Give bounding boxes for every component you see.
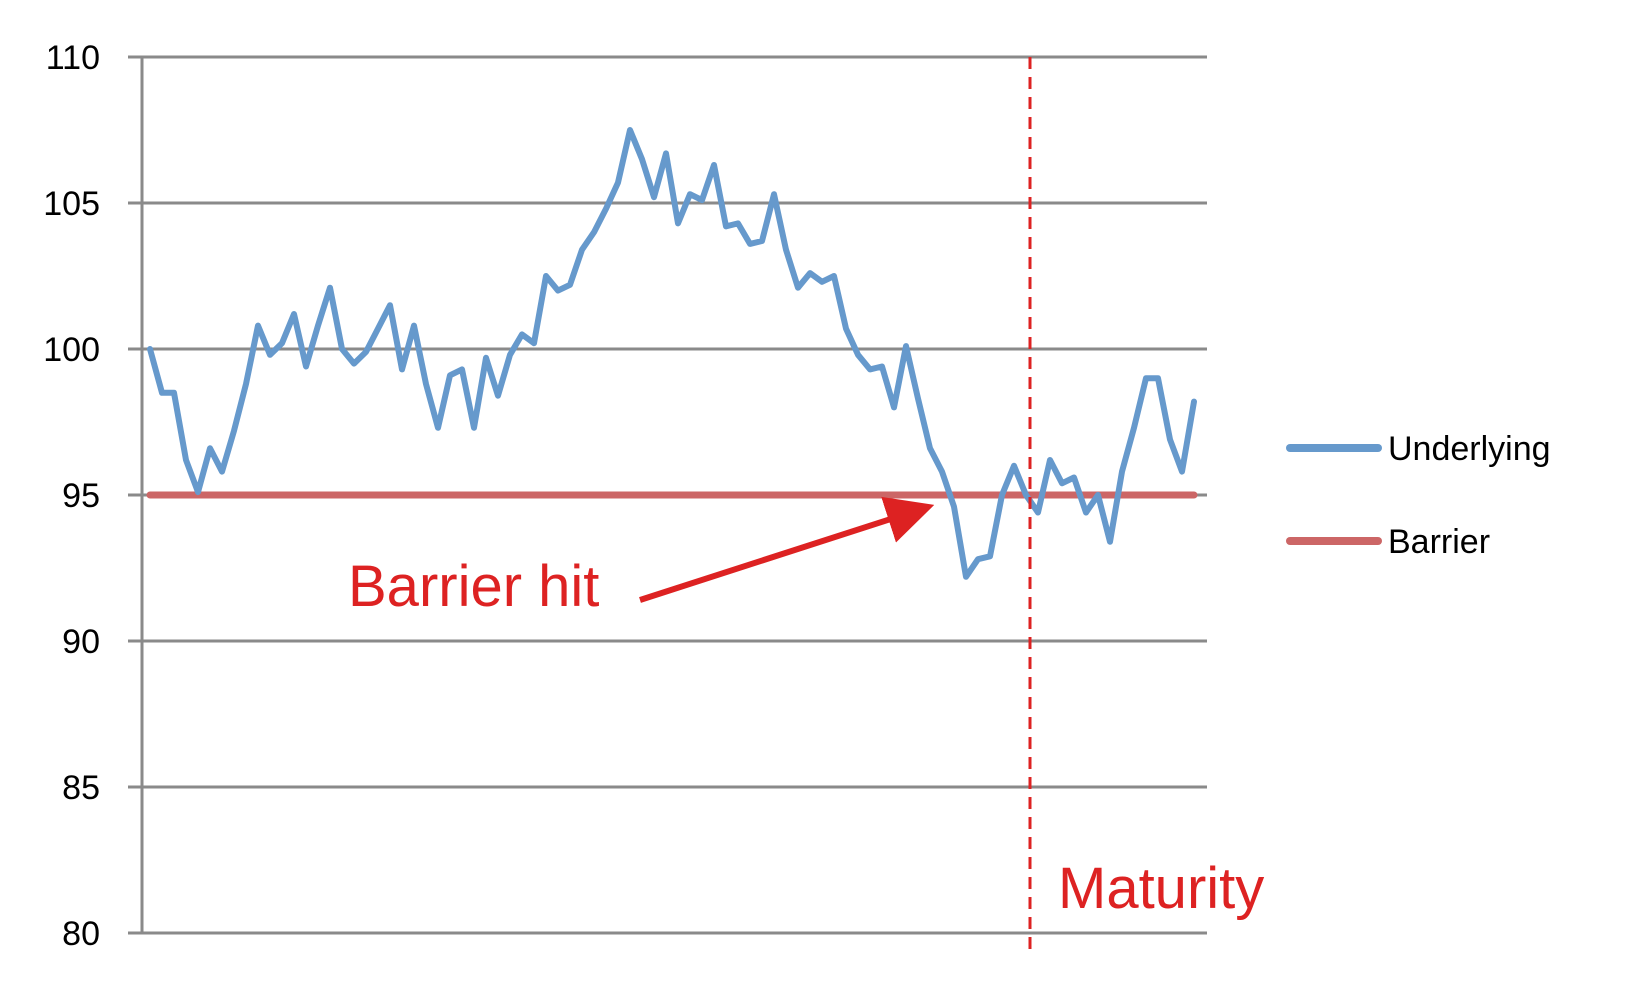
- y-tick-label: 105: [43, 185, 100, 223]
- y-axis-tick-labels: 80 85 90 95 100 105 110: [43, 39, 100, 953]
- maturity-label: Maturity: [1058, 856, 1264, 921]
- barrier-hit-label: Barrier hit: [348, 554, 599, 619]
- y-tick-label: 110: [46, 39, 100, 77]
- y-tick-label: 85: [62, 769, 100, 807]
- barrier-hit-arrow: [639, 496, 935, 603]
- y-tick-label: 95: [62, 477, 100, 515]
- y-tick-label: 100: [43, 331, 100, 369]
- legend-label-barrier: Barrier: [1388, 523, 1490, 561]
- y-tick-label: 90: [62, 623, 100, 661]
- y-tick-label: 80: [62, 915, 100, 953]
- legend: Underlying Barrier: [1286, 430, 1551, 561]
- legend-label-underlying: Underlying: [1388, 430, 1551, 468]
- series-line-underlying: [147, 127, 1197, 580]
